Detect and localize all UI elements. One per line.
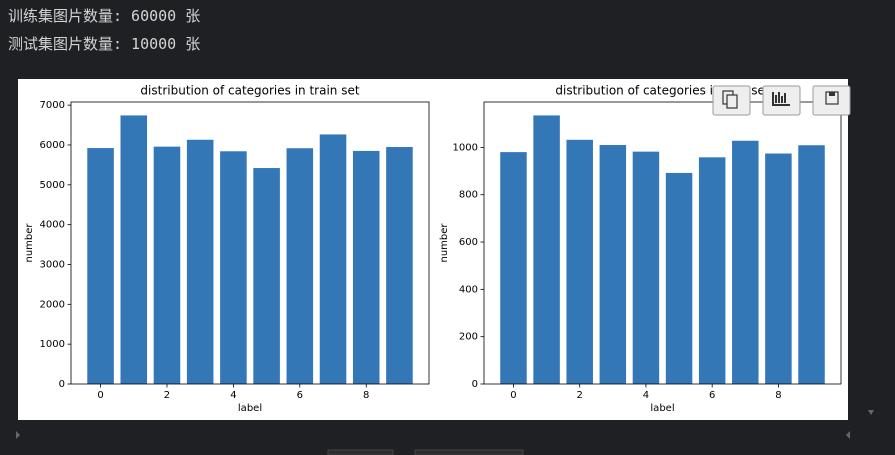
bar [698,157,726,384]
y-tick-label: 0 [59,379,65,390]
x-axis-label: label [238,403,262,414]
y-axis-label: number [24,223,35,263]
y-tick-label: 600 [459,237,478,248]
y-tick-label: 2000 [40,299,65,310]
bar [632,151,660,384]
y-tick-label: 800 [459,190,478,201]
y-tick-label: 400 [459,284,478,295]
bar [386,147,413,384]
y-tick-label: 1000 [453,142,478,153]
bar [186,139,214,384]
bar [500,152,527,384]
bar [319,134,347,384]
bar [765,153,792,384]
bar [798,145,825,384]
x-tick-label: 2 [164,390,170,401]
y-tick-label: 3000 [40,259,65,270]
y-tick-label: 200 [459,332,478,343]
x-axis-label: label [650,403,674,414]
x-tick-label: 4 [643,390,649,401]
bar [286,148,314,384]
x-tick-label: 8 [775,390,781,401]
x-tick-label: 6 [709,390,715,401]
y-tick-label: 5000 [40,180,65,191]
axes-frame [483,101,842,385]
bar [352,150,380,384]
y-tick-label: 6000 [40,140,65,151]
output-line: 训练集图片数量: 60000 张 [8,7,201,25]
y-tick-label: 0 [472,379,478,390]
bar [87,148,114,384]
bar [220,151,247,384]
bar [120,115,148,384]
bar [566,139,593,384]
y-axis-label: number [439,223,450,263]
bar [153,146,181,384]
x-tick-label: 8 [363,390,369,401]
bar [732,140,759,384]
y-tick-label: 1000 [40,339,65,350]
x-tick-label: 6 [297,390,303,401]
chart-title: distribution of categories in test set [555,84,770,98]
bar [665,172,693,384]
x-tick-label: 0 [510,390,516,401]
bar [253,168,280,384]
bar [533,115,560,384]
output-line: 测试集图片数量: 10000 张 [8,35,201,53]
x-tick-label: 0 [97,390,103,401]
chart-title: distribution of categories in train set [140,84,359,98]
axes-frame [70,101,430,385]
x-tick-label: 4 [230,390,236,401]
y-tick-label: 4000 [40,220,65,231]
y-tick-label: 7000 [40,100,65,111]
x-tick-label: 2 [577,390,583,401]
bar [599,145,627,384]
